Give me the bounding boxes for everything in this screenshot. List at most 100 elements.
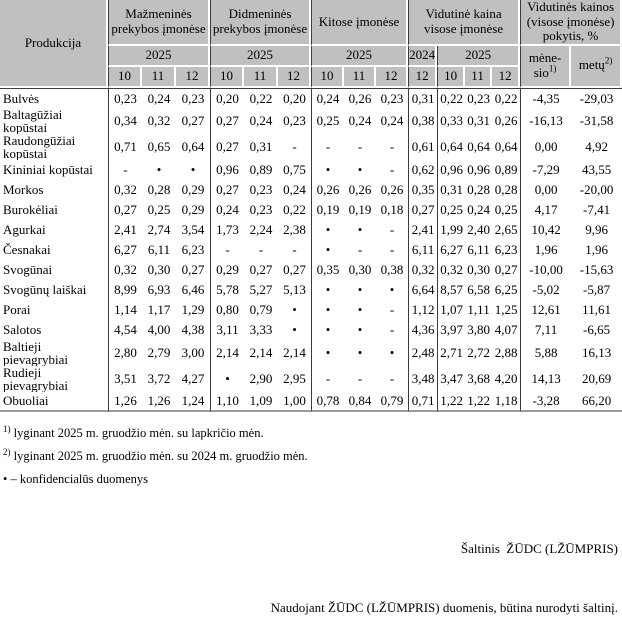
value-cell: 0,32 — [108, 179, 142, 200]
value-cell: 0,80 — [210, 299, 245, 320]
value-cell: 0,22 — [492, 87, 521, 108]
value-cell: 0,96 — [210, 159, 245, 180]
value-cell: • — [344, 279, 377, 300]
value-cell: 0,25 — [437, 199, 466, 220]
value-cell: 0,96 — [465, 159, 493, 180]
value-cell: 0,27 — [176, 259, 211, 280]
product-name: Salotos — [0, 319, 108, 340]
value-cell: 2,14 — [278, 339, 312, 366]
value-cell: • — [278, 319, 312, 340]
value-cell: 2,48 — [408, 339, 438, 366]
value-cell: -15,63 — [571, 259, 622, 280]
value-cell: 6,23 — [176, 239, 211, 260]
table-row: Česnakai 6,27 6,11 6,23- - - • - -6,11 6,27 6,11 6,… — [0, 239, 622, 260]
product-name: Svogūnų laiškai — [0, 279, 108, 300]
value-cell: 0,29 — [176, 199, 211, 220]
header-month: 12 — [408, 66, 438, 88]
value-cell: 0,27 — [210, 179, 245, 200]
value-cell: -6,65 — [571, 319, 622, 340]
value-cell: 0,20 — [210, 87, 245, 108]
value-cell: 2,41 — [408, 219, 438, 240]
value-cell: • — [311, 339, 345, 366]
value-cell: - — [376, 133, 409, 160]
table-row: Bulvės 0,23 0,24 0,23 0,20 0,22 0,20 0,24 0,26 0,… — [0, 87, 622, 108]
value-cell: 9,96 — [571, 219, 622, 240]
value-cell: • — [311, 299, 345, 320]
header-year-2025: 2025 — [437, 45, 521, 67]
value-cell: 0,26 — [344, 179, 377, 200]
value-cell: 0,26 — [376, 179, 409, 200]
value-cell: - — [278, 133, 312, 160]
value-cell: 3,48 — [408, 365, 438, 392]
value-cell: 0,32 — [108, 259, 142, 280]
value-cell: - — [311, 133, 345, 160]
value-cell: 0,23 — [278, 107, 312, 134]
value-cell: 0,24 — [376, 107, 409, 134]
header-group-mazmenines: Mažmeninės prekybos įmonėse — [108, 0, 211, 46]
header-year-mazmenines: 2025 — [108, 45, 211, 67]
value-cell: • — [210, 365, 245, 392]
footnote-2-text: lyginant 2025 m. gruodžio mėn. su 2024 m… — [13, 448, 308, 463]
table-row: Obuoliai 1,26 1,26 1,24 1,10 1,09 1,00 0,78 0,84… — [0, 391, 622, 412]
value-cell: 0,24 — [210, 199, 245, 220]
value-cell: - — [108, 159, 142, 180]
value-cell: 2,71 — [437, 339, 466, 366]
product-name: Rudieji pievagrybiai — [0, 365, 108, 392]
value-cell: 2,90 — [244, 365, 279, 392]
value-cell: 10,42 — [520, 219, 572, 240]
value-cell: 0,75 — [278, 159, 312, 180]
value-cell: • — [311, 219, 345, 240]
value-cell: 0,30 — [465, 259, 493, 280]
value-cell: 1,24 — [176, 391, 211, 412]
value-cell: 0,25 — [492, 199, 521, 220]
value-cell: 1,29 — [176, 299, 211, 320]
value-cell: 1,22 — [465, 391, 493, 412]
product-name: Kininiai kopūstai — [0, 159, 108, 180]
value-cell: 6,93 — [142, 279, 176, 300]
value-cell: 7,11 — [520, 319, 572, 340]
value-cell: 0,27 — [244, 259, 279, 280]
value-cell: 6,11 — [142, 239, 176, 260]
value-cell: • — [344, 219, 377, 240]
value-cell: 0,38 — [408, 107, 438, 134]
value-cell: 0,00 — [520, 133, 572, 160]
value-cell: 0,24 — [278, 179, 312, 200]
value-cell: • — [278, 299, 312, 320]
value-cell: • — [142, 159, 176, 180]
value-cell: 0,23 — [465, 87, 493, 108]
value-cell: 66,20 — [571, 391, 622, 412]
value-cell: 0,23 — [176, 87, 211, 108]
value-cell: 1,99 — [437, 219, 466, 240]
value-cell: 3,72 — [142, 365, 176, 392]
value-cell: - — [210, 239, 245, 260]
product-name: Porai — [0, 299, 108, 320]
value-cell: 0,22 — [278, 199, 312, 220]
value-cell: 3,47 — [437, 365, 466, 392]
value-cell: 0,89 — [244, 159, 279, 180]
value-cell: 0,23 — [244, 179, 279, 200]
table-row: Raudongūžiai kopūstai 0,71 0,65 0,64 0,27 0,3… — [0, 133, 622, 160]
value-cell: 0,79 — [376, 391, 409, 412]
value-cell: 0,18 — [376, 199, 409, 220]
product-name: Baltagūžiai kopūstai — [0, 107, 108, 134]
value-cell: 6,27 — [437, 239, 466, 260]
header-year-2024: 2024 — [408, 45, 438, 67]
source-usage-note: Naudojant ŽŪDC (LŽŪMPRIS) duomenis, būti… — [270, 599, 618, 615]
value-cell: - — [376, 239, 409, 260]
value-cell: 11,61 — [571, 299, 622, 320]
value-cell: 0,30 — [142, 259, 176, 280]
value-cell: 0,79 — [244, 299, 279, 320]
value-cell: 8,99 — [108, 279, 142, 300]
value-cell: 4,07 — [492, 319, 521, 340]
value-cell: • — [176, 159, 211, 180]
value-cell: 0,00 — [520, 179, 572, 200]
header-col-metu: metų2) — [571, 45, 622, 88]
value-cell: 0,34 — [108, 107, 142, 134]
value-cell: 0,29 — [176, 179, 211, 200]
table-row: Morkos 0,32 0,28 0,29 0,27 0,23 0,24 0,26 0,26 0,… — [0, 179, 622, 200]
value-cell: 5,13 — [278, 279, 312, 300]
value-cell: -7,41 — [571, 199, 622, 220]
header-month: 12 — [376, 66, 409, 88]
value-cell: 4,17 — [520, 199, 572, 220]
value-cell: 0,19 — [344, 199, 377, 220]
